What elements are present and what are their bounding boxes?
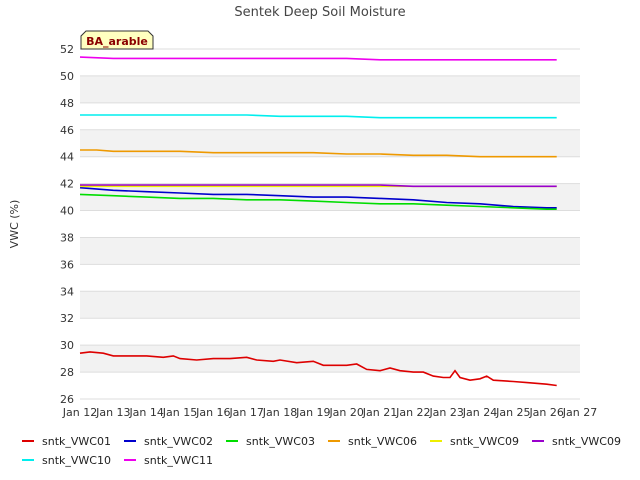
legend-item: sntk_VWC10 xyxy=(22,454,111,467)
x-tick-label: Jan 23 xyxy=(428,406,463,419)
x-tick-label: Jan 18 xyxy=(262,406,297,419)
legend-label: sntk_VWC10 xyxy=(42,454,111,467)
y-tick-label: 44 xyxy=(60,151,74,164)
site-badge: BA_arable xyxy=(80,30,154,50)
legend-label: sntk_VWC01 xyxy=(42,435,111,448)
series-line-sntk_VWC09 xyxy=(80,184,557,188)
x-tick-label: Jan 17 xyxy=(228,406,263,419)
y-tick-label: 28 xyxy=(60,366,74,379)
x-tick-label: Jan 21 xyxy=(362,406,397,419)
legend-item: sntk_VWC02 xyxy=(124,435,213,448)
grid-band xyxy=(80,264,580,292)
series-line-sntk_VWC02 xyxy=(79,186,557,209)
y-tick-label: 30 xyxy=(60,339,74,352)
grid-band xyxy=(80,75,580,103)
y-tick-label: 52 xyxy=(60,43,74,56)
grid-band xyxy=(80,156,580,184)
legend-label: sntk_VWC03 xyxy=(246,435,315,448)
legend-label: sntk_VWC11 xyxy=(144,454,213,467)
site-badge-box xyxy=(80,30,154,50)
legend-item: sntk_VWC01 xyxy=(22,435,111,448)
series-line-sntk_VWC10 xyxy=(80,114,557,119)
x-tick-label: Jan 12 xyxy=(62,406,97,419)
x-tick-label: Jan 19 xyxy=(295,406,330,419)
grid-band xyxy=(80,345,580,373)
grid-band xyxy=(80,291,580,319)
grid-band xyxy=(80,129,580,157)
legend-label: sntk_VWC09 xyxy=(450,435,519,448)
x-tick-label: Jan 16 xyxy=(195,406,230,419)
series-line-sntk_VWC06 xyxy=(80,149,557,158)
y-tick-label: 26 xyxy=(60,393,74,406)
grid-bands xyxy=(80,48,580,400)
y-tick-label: 38 xyxy=(60,231,74,244)
x-tick-label: Jan 22 xyxy=(395,406,430,419)
grid-band xyxy=(80,318,580,346)
grid-band xyxy=(80,210,580,238)
series-lines xyxy=(79,56,557,387)
series-line-sntk_VWC03 xyxy=(79,193,557,210)
y-tick-label: 48 xyxy=(60,97,74,110)
legend-item: sntk_VWC09 xyxy=(532,435,621,448)
y-axis-label: VWC (%) xyxy=(8,200,21,249)
x-tick-label: Jan 20 xyxy=(328,406,363,419)
x-tick-label: Jan 15 xyxy=(162,406,197,419)
x-tick-label: Jan 14 xyxy=(128,406,163,419)
x-tick-label: Jan 13 xyxy=(95,406,130,419)
y-tick-label: 40 xyxy=(60,205,74,218)
x-tick-label: Jan 24 xyxy=(462,406,497,419)
x-tick-label: Jan 27 xyxy=(562,406,597,419)
y-tick-label: 42 xyxy=(60,178,74,191)
grid-band xyxy=(80,237,580,265)
legend-item: sntk_VWC03 xyxy=(226,435,315,448)
chart-title: Sentek Deep Soil Moisture xyxy=(234,5,405,20)
site-badge-label: BA_arable xyxy=(86,35,148,48)
y-ticks: 26 28 30 32 34 36 38 40 42 44 46 48 50 52 xyxy=(60,43,74,406)
y-tick-label: 50 xyxy=(60,70,74,83)
series-line-sntk_VWC01 xyxy=(79,351,557,387)
legend-item: sntk_VWC06 xyxy=(328,435,417,448)
grid-band xyxy=(80,49,580,76)
legend: sntk_VWC01 sntk_VWC02 sntk_VWC03 sntk_VWC06… xyxy=(22,435,621,467)
legend-label: sntk_VWC09 xyxy=(552,435,621,448)
grid-band xyxy=(80,372,580,399)
legend-label: sntk_VWC06 xyxy=(348,435,417,448)
legend-label: sntk_VWC02 xyxy=(144,435,213,448)
y-tick-label: 34 xyxy=(60,285,74,298)
series-line-sntk_VWC11 xyxy=(79,56,557,61)
legend-item: sntk_VWC09 xyxy=(430,435,519,448)
x-tick-label: Jan 25 xyxy=(495,406,530,419)
y-tick-label: 32 xyxy=(60,312,74,325)
x-tick-label: Jan 26 xyxy=(528,406,563,419)
y-tick-label: 46 xyxy=(60,124,74,137)
legend-item: sntk_VWC11 xyxy=(124,454,213,467)
y-tick-label: 36 xyxy=(60,258,74,271)
